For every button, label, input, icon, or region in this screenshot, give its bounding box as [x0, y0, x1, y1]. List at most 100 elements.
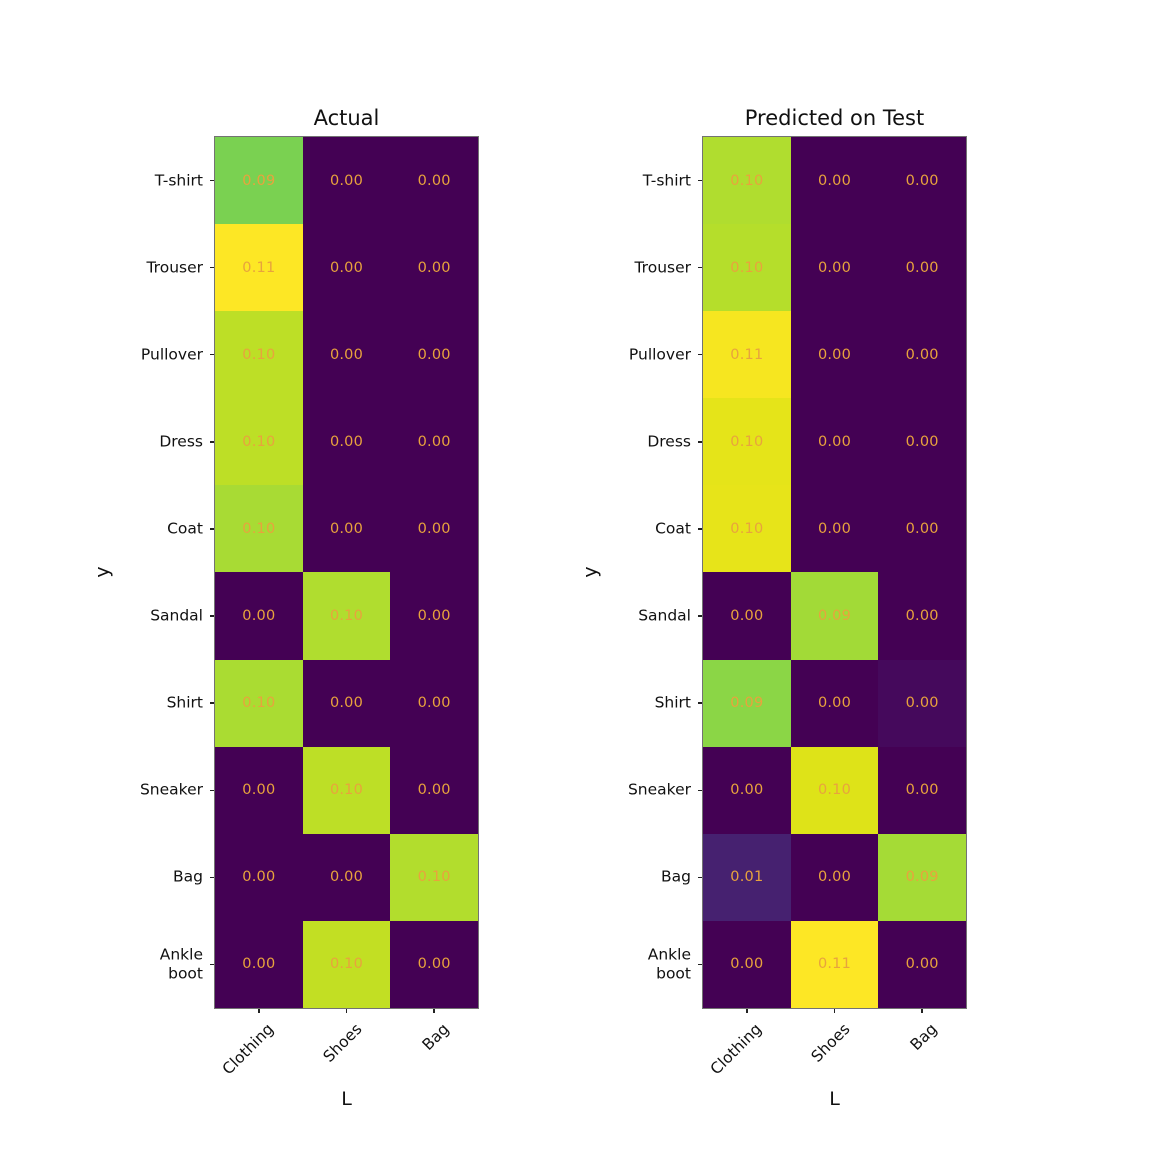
heatmap-cell: 0.00	[390, 659, 478, 747]
y-tick-mark	[210, 179, 214, 182]
heatmap-cell: 0.00	[390, 572, 478, 660]
heatmap-cell: 0.00	[790, 311, 879, 399]
y-axis-label-predicted: y	[579, 565, 602, 578]
x-tick-mark	[258, 1009, 260, 1013]
y-tick-label: Coat	[167, 519, 203, 538]
heatmap-cell: 0.00	[790, 398, 879, 486]
heatmap-cell: 0.00	[302, 398, 391, 486]
y-tick-label: Sneaker	[139, 780, 203, 799]
heatmap-cell: 0.00	[703, 746, 791, 834]
y-tick-mark	[698, 963, 702, 966]
heatmap-cell: 0.10	[302, 572, 391, 660]
heatmap-cell: 0.00	[302, 137, 391, 225]
y-tick-mark	[210, 266, 214, 269]
y-tick-label: Sandal	[638, 606, 691, 625]
y-tick-label: Trouser	[634, 258, 691, 277]
chart-title-actual: Actual	[313, 106, 380, 130]
y-tick-mark	[698, 702, 702, 704]
heatmap-cell: 0.00	[390, 224, 478, 312]
y-tick-mark	[698, 789, 702, 791]
heatmap-cell: 0.00	[703, 920, 791, 1008]
heatmap-cell: 0.00	[790, 833, 879, 921]
y-tick-label: Pullover	[628, 345, 691, 364]
heatmap-cell: 0.10	[703, 485, 791, 573]
y-tick-label: T-shirt	[642, 171, 691, 190]
heatmap-cell: 0.00	[878, 398, 966, 486]
heatmap-cell: 0.00	[878, 311, 966, 399]
heatmap-cell: 0.00	[878, 485, 966, 573]
heatmap-cell: 0.00	[215, 920, 303, 1008]
x-axis-label-predicted: L	[829, 1088, 840, 1110]
heatmap-cell: 0.10	[703, 137, 791, 225]
heatmap-cell: 0.11	[215, 224, 303, 312]
y-tick-label: Dress	[159, 432, 203, 451]
heatmap-cell: 0.01	[703, 833, 791, 921]
y-axis-label-actual: y	[91, 565, 114, 578]
heatmap-cell: 0.00	[302, 485, 391, 573]
x-tick-mark	[345, 1009, 348, 1013]
x-tick-label: Clothing	[219, 1020, 278, 1079]
heatmap-cell: 0.00	[878, 746, 966, 834]
heatmap-cell: 0.00	[390, 920, 478, 1008]
heatmap-cell: 0.00	[790, 224, 879, 312]
heatmap-cell: 0.09	[703, 659, 791, 747]
y-tick-label: Pullover	[140, 345, 203, 364]
y-tick-mark	[210, 963, 214, 966]
y-tick-label: Bag	[173, 868, 203, 887]
y-tick-label: Shirt	[654, 693, 691, 712]
heatmap-cell: 0.10	[390, 833, 478, 921]
y-tick-label: Sneaker	[627, 780, 691, 799]
y-tick-label: Ankle boot	[647, 945, 691, 983]
y-tick-label: Sandal	[150, 606, 203, 625]
y-tick-label: Bag	[661, 868, 691, 887]
y-tick-mark	[698, 354, 702, 356]
y-tick-mark	[210, 528, 214, 530]
heatmap-cell: 0.10	[215, 485, 303, 573]
heatmap-predicted: 0.10 0.00 0.00 0.10 0.00 0.00 0.11 0.00 0.00 0.10…	[702, 136, 967, 1009]
heatmap-cell: 0.00	[390, 485, 478, 573]
heatmap-cell: 0.00	[878, 659, 966, 747]
heatmap-cell: 0.00	[215, 746, 303, 834]
heatmap-cell: 0.10	[703, 398, 791, 486]
heatmap-cell: 0.00	[215, 572, 303, 660]
heatmap-cell: 0.00	[302, 659, 391, 747]
y-tick-label: T-shirt	[154, 171, 203, 190]
y-tick-mark	[698, 615, 702, 617]
y-tick-label: Shirt	[166, 693, 203, 712]
y-tick-label: Ankle boot	[159, 945, 203, 983]
x-tick-mark	[433, 1009, 435, 1013]
y-tick-mark	[210, 702, 214, 704]
heatmap-cell: 0.09	[790, 572, 879, 660]
heatmap-cell: 0.00	[215, 833, 303, 921]
x-axis-label-actual: L	[341, 1088, 352, 1110]
heatmap-cell: 0.10	[703, 224, 791, 312]
y-tick-mark	[210, 441, 214, 443]
heatmap-cell: 0.00	[878, 224, 966, 312]
heatmap-cell: 0.00	[790, 659, 879, 747]
x-tick-label: Shoes	[319, 1020, 366, 1066]
y-tick-label: Dress	[647, 432, 691, 451]
heatmap-cell: 0.11	[790, 920, 879, 1008]
x-tick-label: Bag	[906, 1020, 941, 1054]
heatmap-cell: 0.00	[878, 572, 966, 660]
heatmap-cell: 0.00	[790, 485, 879, 573]
heatmap-cell: 0.00	[390, 398, 478, 486]
y-tick-mark	[210, 789, 214, 791]
y-tick-mark	[210, 876, 214, 879]
heatmap-cell: 0.00	[878, 920, 966, 1008]
heatmap-cell: 0.09	[878, 833, 966, 921]
heatmap-cell: 0.00	[390, 746, 478, 834]
y-tick-label: Coat	[655, 519, 691, 538]
y-tick-mark	[698, 179, 702, 182]
y-tick-mark	[210, 615, 214, 617]
y-tick-mark	[210, 354, 214, 356]
x-tick-mark	[921, 1009, 923, 1013]
x-tick-label: Bag	[418, 1020, 453, 1054]
heatmap-cell: 0.10	[215, 398, 303, 486]
heatmap-cell: 0.10	[302, 746, 391, 834]
heatmap-cell: 0.00	[703, 572, 791, 660]
y-tick-mark	[698, 876, 702, 879]
heatmap-cell: 0.10	[215, 311, 303, 399]
chart-title-predicted: Predicted on Test	[744, 106, 925, 130]
